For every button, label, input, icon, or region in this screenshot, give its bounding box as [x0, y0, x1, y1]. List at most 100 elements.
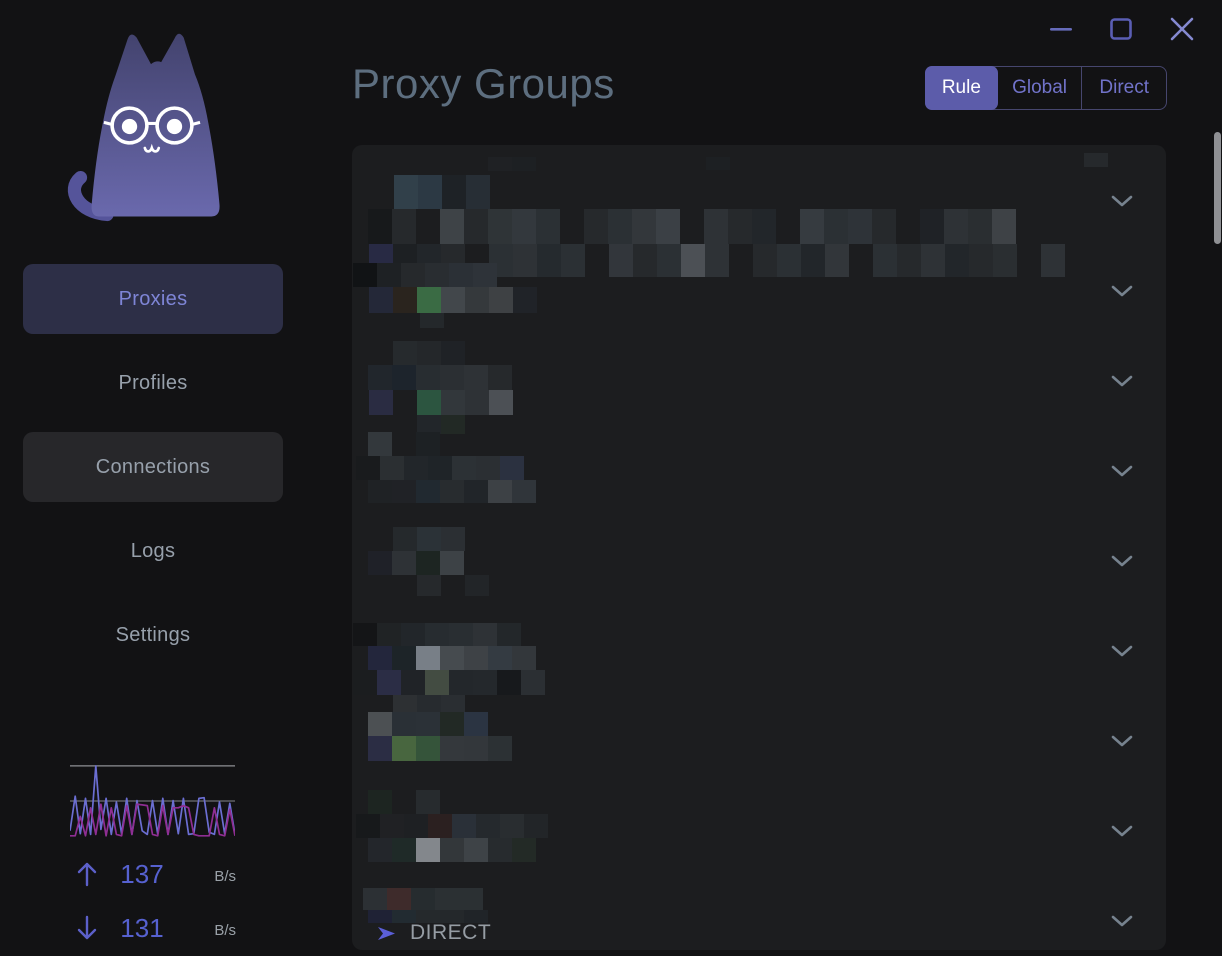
maximize-button[interactable] — [1108, 16, 1134, 42]
proxy-group-row[interactable] — [352, 246, 1166, 336]
chevron-down-icon[interactable] — [1111, 375, 1133, 387]
selected-proxy-direct[interactable]: DIRECT — [376, 919, 491, 947]
proxy-group-row[interactable] — [352, 516, 1166, 606]
censored-block — [968, 209, 992, 244]
censored-block — [401, 623, 425, 646]
censored-block — [425, 263, 449, 287]
censored-block — [488, 480, 512, 503]
censored-block — [464, 838, 488, 862]
chevron-down-icon[interactable] — [1111, 555, 1133, 567]
censored-block — [513, 287, 537, 313]
censored-block — [416, 790, 440, 814]
censored-block — [368, 209, 392, 244]
censored-block — [442, 175, 466, 209]
censored-block — [441, 341, 465, 365]
chevron-down-icon[interactable] — [1111, 195, 1133, 207]
censored-block — [512, 646, 536, 670]
censored-block — [512, 157, 536, 171]
censored-block — [656, 209, 680, 244]
censored-block — [777, 244, 801, 277]
censored-block — [824, 209, 848, 244]
chevron-down-icon[interactable] — [1111, 915, 1133, 927]
censored-block — [353, 670, 377, 695]
proxy-group-row[interactable] — [352, 696, 1166, 786]
sidebar-item-connections[interactable]: Connections — [23, 432, 283, 502]
censored-block — [440, 551, 464, 575]
censored-block — [394, 175, 418, 209]
censored-block — [473, 670, 497, 695]
censored-block — [524, 814, 548, 838]
censored-block — [416, 736, 440, 761]
censored-block — [608, 209, 632, 244]
proxy-group-row[interactable] — [352, 156, 1166, 246]
censored-block — [392, 480, 416, 503]
censored-block — [1084, 153, 1108, 167]
proxy-group-row[interactable] — [352, 606, 1166, 696]
censored-block — [392, 910, 416, 923]
censored-block — [536, 209, 560, 244]
mode-tab-direct[interactable]: Direct — [1081, 67, 1166, 109]
censored-block — [416, 551, 440, 575]
censored-block — [368, 712, 392, 736]
censored-block — [441, 287, 465, 313]
proxy-group-row[interactable] — [352, 786, 1166, 876]
upload-speed-unit: B/s — [214, 868, 236, 885]
censored-block — [441, 390, 465, 415]
censored-block — [1041, 244, 1065, 277]
censored-block — [464, 736, 488, 761]
censored-block — [706, 157, 730, 170]
censored-block — [452, 456, 476, 480]
mode-tab-rule[interactable]: Rule — [925, 66, 998, 110]
sidebar-item-proxies[interactable]: Proxies — [23, 264, 283, 334]
censored-block — [537, 244, 561, 277]
censored-block — [459, 888, 483, 910]
censored-block — [512, 209, 536, 244]
chevron-down-icon[interactable] — [1111, 465, 1133, 477]
proxy-group-row[interactable] — [352, 426, 1166, 516]
minimize-button[interactable] — [1048, 16, 1074, 42]
censored-block — [392, 365, 416, 390]
censored-block — [387, 888, 411, 910]
censored-block — [392, 551, 416, 575]
censored-block — [920, 209, 944, 244]
censored-block — [489, 390, 513, 415]
chevron-down-icon[interactable] — [1111, 285, 1133, 297]
censored-block — [848, 209, 872, 244]
censored-block — [465, 287, 489, 313]
censored-block — [584, 209, 608, 244]
censored-block — [417, 695, 441, 712]
censored-block — [488, 209, 512, 244]
censored-block — [512, 480, 536, 503]
censored-block — [392, 736, 416, 761]
censored-block — [473, 623, 497, 646]
sidebar-item-settings[interactable]: Settings — [115, 623, 191, 646]
proxy-group-row[interactable] — [352, 336, 1166, 426]
close-icon — [1170, 17, 1194, 41]
download-speed-unit: B/s — [214, 922, 236, 939]
censored-block — [416, 910, 440, 923]
sidebar-item-profiles[interactable]: Profiles — [118, 371, 188, 394]
censored-block — [993, 244, 1017, 277]
mode-tab-global[interactable]: Global — [1012, 77, 1067, 98]
mode-switch: Rule Global Direct — [925, 66, 1167, 110]
sidebar-nav: Proxies Profiles Connections Logs Settings — [23, 264, 283, 684]
censored-block — [363, 888, 387, 910]
sidebar-item-logs[interactable]: Logs — [130, 539, 176, 562]
censored-block — [368, 432, 392, 456]
censored-block — [435, 888, 459, 910]
proxy-group-row[interactable] — [352, 876, 1166, 950]
censored-block — [466, 175, 490, 209]
scrollbar-thumb[interactable] — [1214, 132, 1221, 244]
download-arrow-icon — [77, 915, 97, 940]
censored-block — [465, 575, 489, 596]
censored-block — [497, 623, 521, 646]
chevron-down-icon[interactable] — [1111, 645, 1133, 657]
censored-block — [513, 244, 537, 277]
censored-block — [464, 646, 488, 670]
censored-block — [368, 480, 392, 503]
censored-block — [368, 736, 392, 761]
chevron-down-icon[interactable] — [1111, 735, 1133, 747]
censored-block — [416, 712, 440, 736]
close-button[interactable] — [1169, 16, 1195, 42]
chevron-down-icon[interactable] — [1111, 825, 1133, 837]
